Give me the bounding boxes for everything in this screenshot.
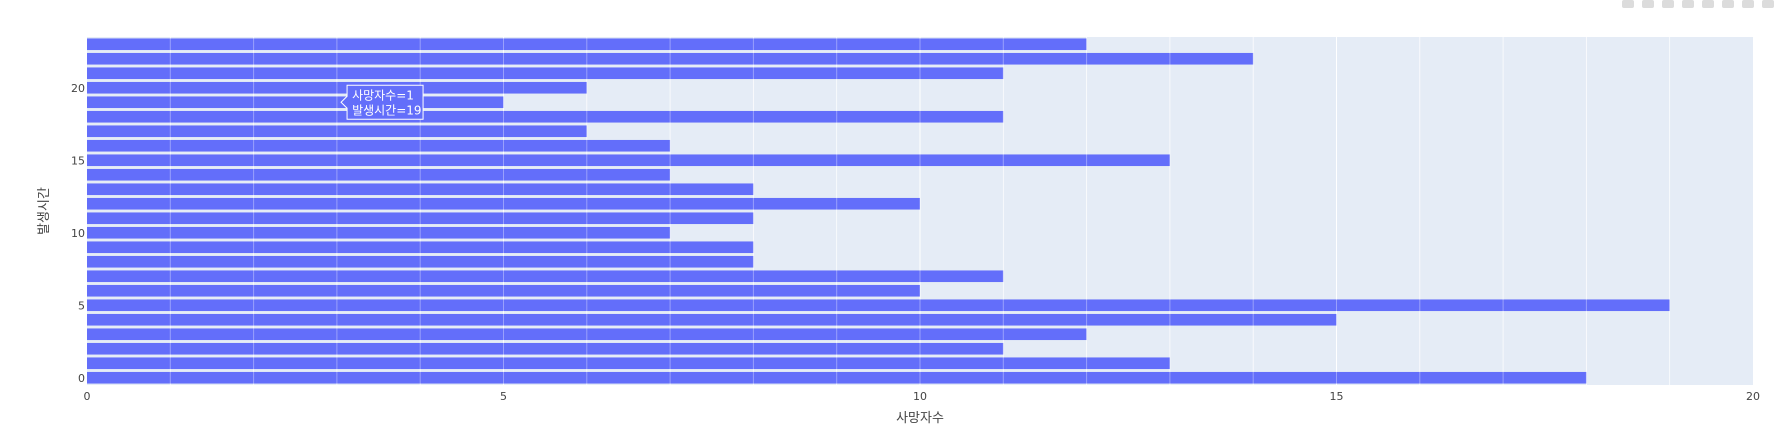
bars bbox=[87, 37, 1671, 385]
bar-hour-16[interactable] bbox=[87, 139, 671, 152]
autoscale-icon[interactable] bbox=[1762, 0, 1774, 8]
bar-hour-7[interactable] bbox=[87, 270, 1004, 283]
box-select-icon[interactable] bbox=[1682, 0, 1694, 8]
x-tick-label: 5 bbox=[500, 390, 507, 403]
camera-icon[interactable] bbox=[1622, 0, 1634, 8]
modebar[interactable] bbox=[1622, 0, 1774, 10]
x-axis-ticks: 0 5 10 15 20 bbox=[84, 390, 1761, 403]
bar-hour-3[interactable] bbox=[87, 328, 1087, 341]
bar-hour-15[interactable] bbox=[87, 154, 1170, 167]
bar-hour-14[interactable] bbox=[87, 168, 671, 181]
bar-hour-5[interactable] bbox=[87, 299, 1670, 312]
bar-hour-4[interactable] bbox=[87, 313, 1337, 326]
bar-hour-18[interactable] bbox=[87, 110, 1004, 123]
y-tick-label: 20 bbox=[71, 82, 85, 95]
bar-hour-1[interactable] bbox=[87, 357, 1170, 370]
tooltip-box bbox=[340, 84, 424, 120]
hover-tooltip: 사망자수=1 발생시간=19 bbox=[340, 84, 424, 120]
tooltip-line-1: 사망자수=1 bbox=[352, 88, 414, 102]
grid-lines bbox=[170, 37, 1670, 385]
y-axis-ticks: 0 5 10 15 20 bbox=[71, 82, 85, 385]
bar-hour-12[interactable] bbox=[87, 197, 920, 210]
pan-icon[interactable] bbox=[1662, 0, 1674, 8]
bar-hour-6[interactable] bbox=[87, 284, 920, 297]
bar-hour-9[interactable] bbox=[87, 241, 754, 254]
bar-hour-8[interactable] bbox=[87, 255, 754, 268]
zoom-icon[interactable] bbox=[1642, 0, 1654, 8]
zoom-out-icon[interactable] bbox=[1742, 0, 1754, 8]
bar-hour-23[interactable] bbox=[87, 38, 1087, 51]
y-tick-label: 5 bbox=[78, 299, 85, 312]
x-tick-label: 10 bbox=[913, 390, 927, 403]
y-tick-label: 0 bbox=[78, 372, 85, 385]
bar-hour-17[interactable] bbox=[87, 125, 587, 138]
bar-hour-19[interactable] bbox=[87, 96, 504, 109]
bar-hour-20[interactable] bbox=[87, 81, 587, 94]
bar-hour-11[interactable] bbox=[87, 212, 754, 225]
lasso-icon[interactable] bbox=[1702, 0, 1714, 8]
y-tick-label: 10 bbox=[71, 227, 85, 240]
y-axis-title: 발생시간 bbox=[37, 187, 52, 235]
bar-hour-0[interactable] bbox=[87, 371, 1587, 384]
x-tick-label: 20 bbox=[1746, 390, 1760, 403]
bar-hour-10[interactable] bbox=[87, 226, 671, 239]
x-tick-label: 15 bbox=[1330, 390, 1344, 403]
x-tick-label: 0 bbox=[84, 390, 91, 403]
bar-hour-2[interactable] bbox=[87, 342, 1004, 355]
y-tick-label: 15 bbox=[71, 154, 85, 167]
zoom-in-icon[interactable] bbox=[1722, 0, 1734, 8]
x-axis-title: 사망자수 bbox=[896, 411, 944, 426]
tooltip-line-2: 발생시간=19 bbox=[352, 103, 422, 117]
bar-hour-13[interactable] bbox=[87, 183, 754, 196]
bar-hour-21[interactable] bbox=[87, 67, 1004, 80]
bar-hour-22[interactable] bbox=[87, 52, 1254, 65]
